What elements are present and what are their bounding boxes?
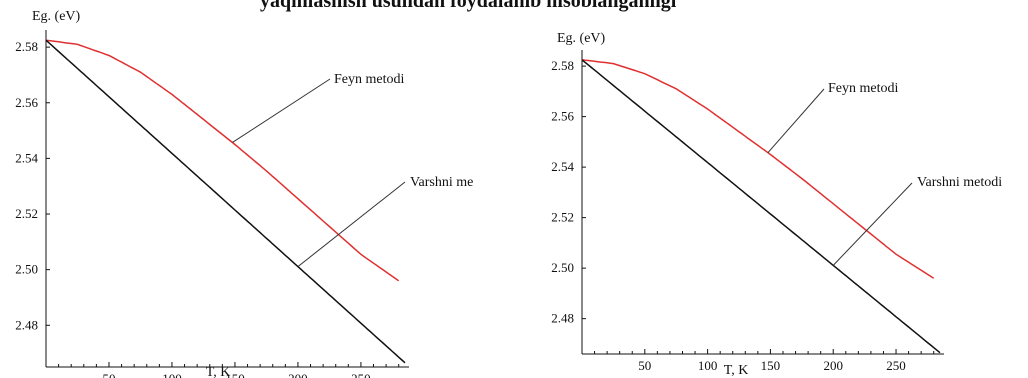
x-tick-label: 200 [823,358,843,373]
annotation-leader-line [232,78,331,143]
x-tick-label: 50 [638,358,651,373]
x-tick-label: 250 [886,358,906,373]
y-tick-label: 2.50 [551,260,574,275]
y-tick-label: 2.48 [551,311,574,326]
series-line-varshni [45,39,406,364]
x-tick-label: 150 [225,371,245,378]
y-tick-label: 2.52 [15,206,38,221]
series-line-feyn [581,59,935,279]
x-tick-label: 100 [698,358,718,373]
y-tick-label: 2.50 [15,262,38,277]
annotation-leader-line [832,182,913,266]
annotation-label: Feyn metodi [828,81,898,96]
chart-1: 2.48 2.50 2.52 2.54 2.56 2.58 50 100 150 200 250 Eg… [15,9,473,378]
annotation-leader-line [767,88,825,154]
y-tick-label: 2.54 [551,159,574,174]
y-tick-label: 2.56 [15,95,38,110]
annotation-label: Varshni me [410,175,473,190]
y-tick-label: 2.52 [551,210,574,225]
y-tick-label: 2.58 [551,58,574,73]
x-tick-label: 50 [102,371,115,378]
y-tick-label: 2.48 [15,317,38,332]
chart-2: 2.48 2.50 2.52 2.54 2.56 2.58 50 100 150 200 250 Eg… [551,31,1002,378]
x-tick-label: 100 [162,371,182,378]
y-axis-label: Eg. (eV) [32,9,81,24]
x-tick-label: 200 [288,371,308,378]
annotation-label: Feyn metodi [334,72,404,87]
y-tick-label: 2.56 [551,109,574,124]
x-axis-label: T, K [724,363,749,378]
x-tick-label: 150 [761,358,781,373]
series-line-feyn [45,39,400,282]
annotation-label: Varshni metodi [917,175,1002,190]
series-line-varshni [581,59,941,354]
y-tick-label: 2.58 [15,39,38,54]
annotation-leader-line [297,181,406,267]
y-tick-label: 2.54 [15,150,38,165]
x-tick-label: 250 [351,371,371,378]
x-axis-label: T, K [206,365,231,378]
page-header-text: yaqinlashish usulidan foydalanib hisobla… [260,0,677,12]
y-axis-label: Eg. (eV) [557,31,606,46]
